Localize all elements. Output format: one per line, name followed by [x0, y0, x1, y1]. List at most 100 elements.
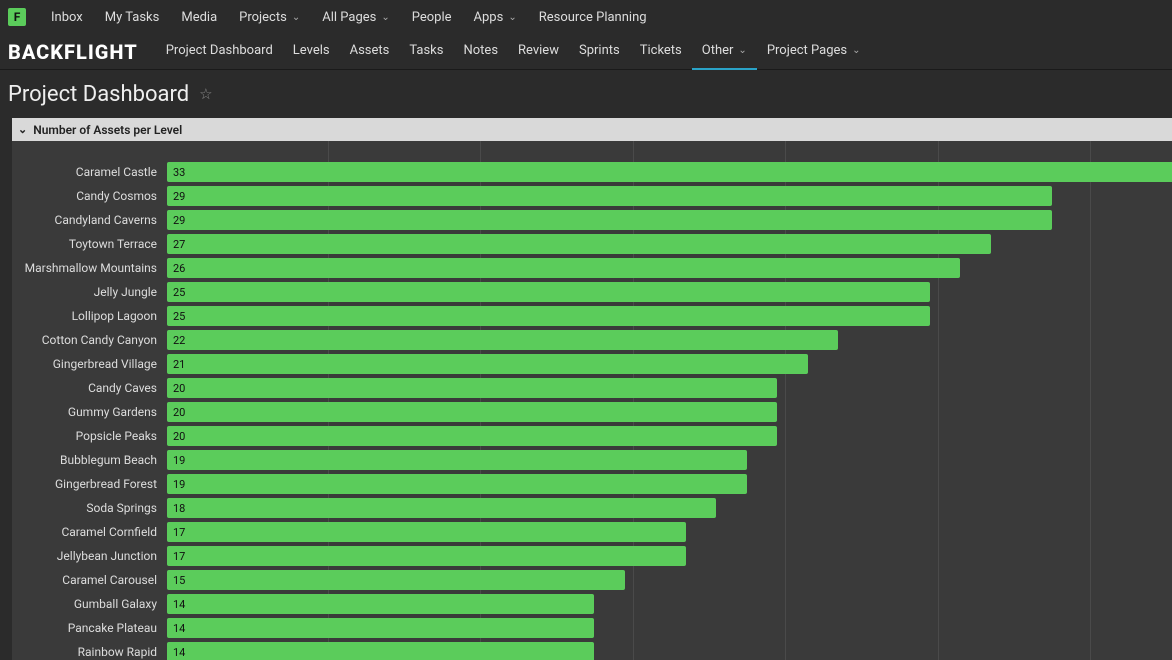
project-nav-item[interactable]: Project Pages⌄ [757, 34, 871, 70]
project-nav-item[interactable]: Sprints [569, 34, 630, 70]
chart-bar-fill[interactable]: 17 [167, 522, 686, 542]
chevron-down-icon: ⌄ [738, 45, 746, 56]
chart-bar-row: Gingerbread Village21 [12, 353, 1172, 375]
chart-bar-fill[interactable]: 25 [167, 306, 930, 326]
chart-bar-label: Bubblegum Beach [12, 453, 167, 467]
chart-bar-fill[interactable]: 22 [167, 330, 838, 350]
chart-bar-track: 19 [167, 474, 1172, 494]
chart-bar-track: 15 [167, 570, 1172, 590]
assets-per-level-chart: Caramel Castle33Candy Cosmos29Candyland … [12, 141, 1172, 660]
global-nav-item[interactable]: Inbox [40, 0, 94, 34]
chart-bar-fill[interactable]: 14 [167, 642, 594, 660]
nav-item-label: Notes [463, 43, 498, 58]
chart-bar-row: Jellybean Junction17 [12, 545, 1172, 567]
chart-bar-row: Candy Cosmos29 [12, 185, 1172, 207]
project-nav-item[interactable]: Project Dashboard [156, 34, 283, 70]
chevron-down-icon: ⌄ [381, 12, 389, 23]
chart-bar-fill[interactable]: 33 [167, 162, 1172, 182]
nav-item-label: All Pages [322, 10, 376, 25]
global-nav-item[interactable]: Projects ⌄ [228, 0, 311, 34]
project-nav-item[interactable]: Tickets [630, 34, 692, 70]
chart-bar-label: Caramel Cornfield [12, 525, 167, 539]
chart-bar-track: 20 [167, 426, 1172, 446]
chart-bar-track: 22 [167, 330, 1172, 350]
chart-bar-row: Caramel Carousel15 [12, 569, 1172, 591]
project-nav-item[interactable]: Assets [340, 34, 400, 70]
global-nav-item[interactable]: Media [170, 0, 228, 34]
global-nav-item[interactable]: Resource Planning [528, 0, 658, 34]
chart-bar-label: Marshmallow Mountains [12, 261, 167, 275]
chart-bar-fill[interactable]: 19 [167, 474, 747, 494]
chart-bar-row: Pancake Plateau14 [12, 617, 1172, 639]
nav-item-label: Inbox [51, 10, 83, 25]
app-logo[interactable]: F [8, 8, 26, 26]
chart-bar-track: 17 [167, 522, 1172, 542]
chart-bar-fill[interactable]: 26 [167, 258, 960, 278]
chart-bar-label: Gingerbread Village [12, 357, 167, 371]
chart-bar-fill[interactable]: 18 [167, 498, 716, 518]
chart-bar-row: Caramel Castle33 [12, 161, 1172, 183]
chart-bar-label: Jellybean Junction [12, 549, 167, 563]
project-nav-item[interactable]: Tasks [399, 34, 453, 70]
chart-bar-label: Caramel Carousel [12, 573, 167, 587]
chart-bar-fill[interactable]: 20 [167, 378, 777, 398]
nav-item-label: Assets [350, 43, 390, 58]
chart-bar-track: 21 [167, 354, 1172, 374]
chart-bar-label: Rainbow Rapid [12, 645, 167, 659]
chart-bar-fill[interactable]: 25 [167, 282, 930, 302]
global-nav-item[interactable]: Apps⌄ [463, 0, 528, 34]
project-brand: BACKFLIGHT [8, 40, 138, 64]
chart-bar-track: 17 [167, 546, 1172, 566]
chart-bar-label: Soda Springs [12, 501, 167, 515]
chart-bar-row: Gummy Gardens20 [12, 401, 1172, 423]
chart-bar-track: 14 [167, 618, 1172, 638]
chart-bar-track: 29 [167, 210, 1172, 230]
chart-bar-fill[interactable]: 27 [167, 234, 991, 254]
nav-item-label: Media [181, 10, 217, 25]
global-nav-item[interactable]: All Pages ⌄ [311, 0, 401, 34]
chart-bar-fill[interactable]: 20 [167, 426, 777, 446]
project-nav-item[interactable]: Review [508, 34, 569, 70]
project-nav-item[interactable]: Notes [453, 34, 508, 70]
chart-bar-row: Candyland Caverns29 [12, 209, 1172, 231]
project-nav-item[interactable]: Levels [283, 34, 340, 70]
chart-bar-label: Popsicle Peaks [12, 429, 167, 443]
global-nav-item[interactable]: My Tasks [94, 0, 171, 34]
chart-bar-track: 33 [167, 162, 1172, 182]
chart-bar-row: Candy Caves20 [12, 377, 1172, 399]
chart-bar-row: Bubblegum Beach19 [12, 449, 1172, 471]
chart-bar-label: Lollipop Lagoon [12, 309, 167, 323]
chart-bar-fill[interactable]: 19 [167, 450, 747, 470]
page-title: Project Dashboard [8, 82, 189, 107]
page-title-row: Project Dashboard ☆ [0, 70, 1172, 118]
nav-item-label: People [412, 10, 452, 25]
nav-item-label: Projects [239, 10, 287, 25]
chart-bar-fill[interactable]: 29 [167, 186, 1052, 206]
chart-bar-fill[interactable]: 14 [167, 594, 594, 614]
nav-item-label: Apps [474, 10, 504, 25]
nav-item-label: My Tasks [105, 10, 160, 25]
chart-bar-row: Jelly Jungle25 [12, 281, 1172, 303]
nav-item-label: Tasks [409, 43, 443, 58]
chart-bar-label: Caramel Castle [12, 165, 167, 179]
chart-bar-fill[interactable]: 14 [167, 618, 594, 638]
chart-bar-label: Jelly Jungle [12, 285, 167, 299]
chart-bar-track: 14 [167, 594, 1172, 614]
chart-bar-fill[interactable]: 15 [167, 570, 625, 590]
chart-bar-row: Marshmallow Mountains26 [12, 257, 1172, 279]
project-nav: BACKFLIGHT Project DashboardLevels Assets… [0, 34, 1172, 70]
chart-bar-row: Gingerbread Forest19 [12, 473, 1172, 495]
chart-bar-fill[interactable]: 17 [167, 546, 686, 566]
chart-bar-label: Candy Caves [12, 381, 167, 395]
chevron-down-icon: ⌄ [292, 12, 300, 23]
chart-bar-row: Gumball Galaxy14 [12, 593, 1172, 615]
chart-bar-label: Gumball Galaxy [12, 597, 167, 611]
project-nav-item[interactable]: Other⌄ [692, 34, 757, 70]
favorite-star-icon[interactable]: ☆ [199, 85, 212, 103]
chart-bar-fill[interactable]: 20 [167, 402, 777, 422]
chart-bar-fill[interactable]: 21 [167, 354, 808, 374]
chart-bar-fill[interactable]: 29 [167, 210, 1052, 230]
global-nav-item[interactable]: People [401, 0, 463, 34]
panel-header[interactable]: ⌄ Number of Assets per Level [12, 118, 1172, 141]
chart-bar-track: 29 [167, 186, 1172, 206]
